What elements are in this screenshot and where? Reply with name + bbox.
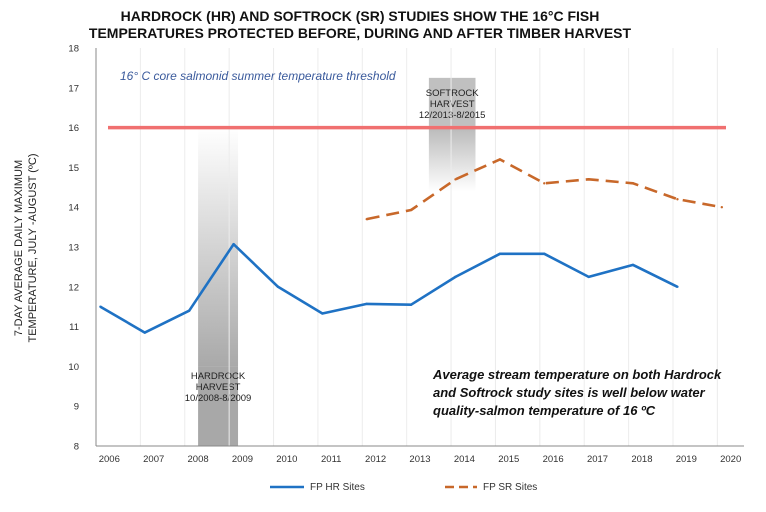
band-softrock-upper — [428, 77, 476, 126]
band-softrock-label-2: HARVEST — [430, 99, 475, 110]
x-tick-label-2009: 2009 — [232, 454, 253, 465]
x-tick-label-2007: 2007 — [143, 454, 164, 465]
harvest-bands: HARDROCKHARVEST10/2008-8/2009SOFTROCKHAR… — [185, 77, 486, 446]
chart-title-line-1: HARDROCK (HR) AND SOFTROCK (SR) STUDIES … — [121, 8, 600, 24]
series-2-point-1 — [365, 217, 368, 221]
series-1-point-9 — [454, 275, 457, 279]
axes — [95, 48, 744, 447]
series-2-point-8 — [676, 198, 679, 201]
series-1-point-5 — [276, 285, 280, 288]
x-tick-label-2014: 2014 — [454, 454, 475, 465]
series-1-point-8 — [409, 303, 413, 306]
series-2-point-9 — [720, 206, 724, 209]
y-tick-label-18: 18 — [68, 44, 79, 55]
series-1-point-3 — [188, 309, 191, 312]
series-1-point-2 — [143, 331, 147, 334]
series-1-point-1 — [99, 305, 102, 308]
series-1-point-4 — [232, 243, 235, 246]
y-axis-title: 7-DAY AVERAGE DAILY MAXIMUM TEMPERATURE,… — [13, 154, 39, 343]
series-1-point-7 — [365, 302, 368, 306]
legend-label-1: FP HR Sites — [310, 482, 365, 493]
y-tick-label-8: 8 — [74, 442, 79, 453]
x-tick-label-2006: 2006 — [99, 454, 120, 465]
x-tick-label-2020: 2020 — [720, 454, 741, 465]
chart-labels: 8 9 10 11 12 13 14 15 16 17 18 2006 2007 2008 2009 2010… — [68, 44, 741, 466]
x-tick-label-2015: 2015 — [498, 454, 519, 465]
series-2-point-6 — [587, 178, 590, 181]
gridlines — [95, 48, 718, 446]
y-tick-label-11: 11 — [69, 322, 79, 333]
series-2-point-7 — [631, 182, 635, 185]
band-softrock-label-3: 12/2013-8/2015 — [419, 110, 486, 121]
y-tick-label-15: 15 — [68, 163, 79, 174]
y-tick-label-12: 12 — [68, 282, 79, 293]
series-2-point-3 — [454, 178, 457, 181]
x-tick-label-2019: 2019 — [676, 454, 697, 465]
y-axis-title-line-2: TEMPERATURE, JULY -AUGUST (ºC) — [27, 154, 39, 343]
x-tick-label-2011: 2011 — [321, 454, 341, 465]
y-tick-label-9: 9 — [74, 402, 79, 413]
series-lines — [99, 158, 724, 334]
band-softrock-lower — [428, 125, 476, 192]
x-tick-label-2013: 2013 — [409, 454, 430, 465]
y-axis-title-line-1: 7-DAY AVERAGE DAILY MAXIMUM — [13, 160, 25, 336]
annotation-line-1: Average stream temperature on both Hardr… — [432, 367, 722, 382]
x-tick-label-2017: 2017 — [587, 454, 608, 465]
annotation-line-3: quality-salmon temperature of 16 ºC — [433, 403, 656, 418]
x-tick-label-2012: 2012 — [365, 454, 386, 465]
x-tick-label-2018: 2018 — [631, 454, 652, 465]
series-line-1 — [99, 242, 678, 334]
y-tick-label-14: 14 — [68, 203, 79, 214]
series-2-point-2 — [409, 208, 413, 212]
legend-label-2: FP SR Sites — [483, 482, 537, 493]
band-hardrock-label-2: HARVEST — [196, 382, 241, 393]
series-2-point-4 — [498, 158, 502, 161]
chart-title-line-2: TEMPERATURES PROTECTED BEFORE, DURING AN… — [89, 25, 632, 41]
band-hardrock-label-1: HARDROCK — [191, 371, 246, 382]
series-1-point-13 — [631, 263, 635, 267]
x-tick-label-2016: 2016 — [543, 454, 564, 465]
y-tick-label-10: 10 — [68, 362, 79, 373]
y-tick-label-17: 17 — [68, 83, 79, 94]
x-tick-label-2010: 2010 — [276, 454, 297, 465]
annotation: Average stream temperature on both Hardr… — [432, 367, 722, 418]
series-1-point-10 — [498, 252, 502, 255]
x-tick-label-2008: 2008 — [188, 454, 209, 465]
band-hardrock-label-3: 10/2008-8/2009 — [185, 393, 252, 404]
y-tick-label-16: 16 — [68, 123, 79, 134]
band-softrock-label-1: SOFTROCK — [426, 88, 479, 99]
series-1-point-12 — [587, 275, 590, 279]
series-1-point-6 — [321, 312, 324, 315]
threshold-label: 16° C core salmonid summer temperature t… — [120, 69, 396, 83]
series-line-2 — [366, 158, 723, 221]
series-1-point-14 — [676, 285, 679, 288]
band-hardrock-lower — [198, 366, 239, 446]
threshold: 16° C core salmonid summer temperature t… — [108, 69, 726, 130]
annotation-line-2: and Softrock study sites is well below w… — [433, 385, 706, 400]
series-2-point-5 — [543, 182, 546, 185]
legend: FP HR Sites FP SR Sites — [270, 482, 537, 493]
series-1-point-11 — [543, 252, 546, 255]
y-tick-label-13: 13 — [68, 243, 79, 254]
